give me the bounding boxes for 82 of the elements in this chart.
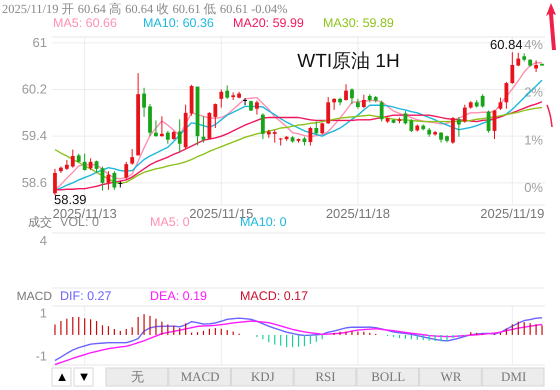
text: DIF: 0.27 xyxy=(60,289,112,303)
candlestick xyxy=(70,149,75,168)
candlestick xyxy=(219,89,224,108)
candlestick xyxy=(53,168,57,196)
text: MA20: 59.99 xyxy=(233,16,304,30)
candlestick xyxy=(362,94,366,109)
text: WR xyxy=(440,369,462,384)
candlestick xyxy=(350,88,354,105)
candlestick xyxy=(82,153,87,172)
annotation: WTI原油 1H xyxy=(297,51,400,72)
x-tick-label: 2025/11/18 xyxy=(326,206,390,221)
candlestick xyxy=(492,109,496,140)
annotation: 1% xyxy=(524,132,544,148)
candlestick xyxy=(344,84,348,102)
candlestick xyxy=(260,112,265,140)
candlestick xyxy=(88,158,93,170)
candlestick xyxy=(64,160,69,170)
candlestick xyxy=(255,100,259,116)
candlestick xyxy=(380,100,384,122)
candlestick xyxy=(202,116,206,144)
text: DMI xyxy=(501,369,526,384)
candlestick xyxy=(124,161,128,180)
text: 成交 xyxy=(28,215,52,229)
candlestick xyxy=(94,160,98,174)
text: RSI xyxy=(315,369,336,384)
candlestick xyxy=(439,132,443,144)
annotation: 60.84 xyxy=(490,37,523,52)
x-tick-label: 2025/11/19 xyxy=(480,206,544,221)
candlestick xyxy=(320,122,324,135)
text: MA30: 59.89 xyxy=(323,16,394,30)
candlestick xyxy=(225,84,230,100)
text: ▼ xyxy=(78,369,90,384)
candlestick xyxy=(356,98,360,110)
candlestick xyxy=(142,87,146,118)
y-tick-label: -1 xyxy=(35,348,47,364)
y-tick-label: 58.6 xyxy=(22,174,47,190)
text: MACD xyxy=(180,369,220,384)
text: KDJ xyxy=(250,369,275,384)
candlestick xyxy=(308,126,312,146)
candlestick xyxy=(178,118,182,152)
y-axis-title: MACD xyxy=(16,289,52,303)
candlestick xyxy=(534,60,538,72)
candlestick xyxy=(409,118,414,133)
series-label: DEA: 0.19 xyxy=(150,289,208,303)
candlestick xyxy=(486,110,490,134)
candlestick xyxy=(332,98,336,110)
text: ▲ xyxy=(56,369,68,384)
annotation: 58.39 xyxy=(54,192,87,207)
candlestick xyxy=(106,170,110,190)
text: MA5: 60.66 xyxy=(53,16,117,30)
candlestick xyxy=(404,110,408,125)
candlestick xyxy=(462,104,467,124)
candlestick xyxy=(160,116,164,138)
candlestick xyxy=(498,97,502,110)
legend-label: MA5: 0 xyxy=(150,215,190,229)
y-tick-label: 1 xyxy=(40,306,47,321)
candlestick xyxy=(166,130,170,144)
candlestick xyxy=(510,52,514,84)
candlestick xyxy=(112,170,116,190)
candlestick xyxy=(154,120,158,138)
text: BOLL xyxy=(371,369,406,384)
candlestick xyxy=(516,52,520,67)
candlestick xyxy=(130,148,134,166)
text: 4 xyxy=(40,233,47,248)
candlestick xyxy=(272,129,277,144)
candlestick xyxy=(213,103,218,128)
y-tick-label: 60.2 xyxy=(22,82,47,96)
chart-title: 2025/11/19 开 60.64 高 60.64 收 60.61 低 60.61 -0.04% xyxy=(2,1,288,16)
annotation: 0% xyxy=(524,180,544,195)
candlestick xyxy=(314,121,318,135)
candlestick xyxy=(249,100,253,112)
text: 无 xyxy=(130,369,144,384)
y-tick-label: 59.4 xyxy=(22,128,47,144)
y-tick-label: 61 xyxy=(32,34,47,50)
candlestick xyxy=(456,116,461,138)
text: MA10: 60.36 xyxy=(143,16,214,30)
candlestick xyxy=(504,81,508,110)
text: MACD: 0.17 xyxy=(240,289,308,303)
candlestick xyxy=(480,94,485,108)
candlestick xyxy=(100,166,104,191)
candlestick xyxy=(326,96,330,124)
annotation: 4% xyxy=(524,37,544,52)
